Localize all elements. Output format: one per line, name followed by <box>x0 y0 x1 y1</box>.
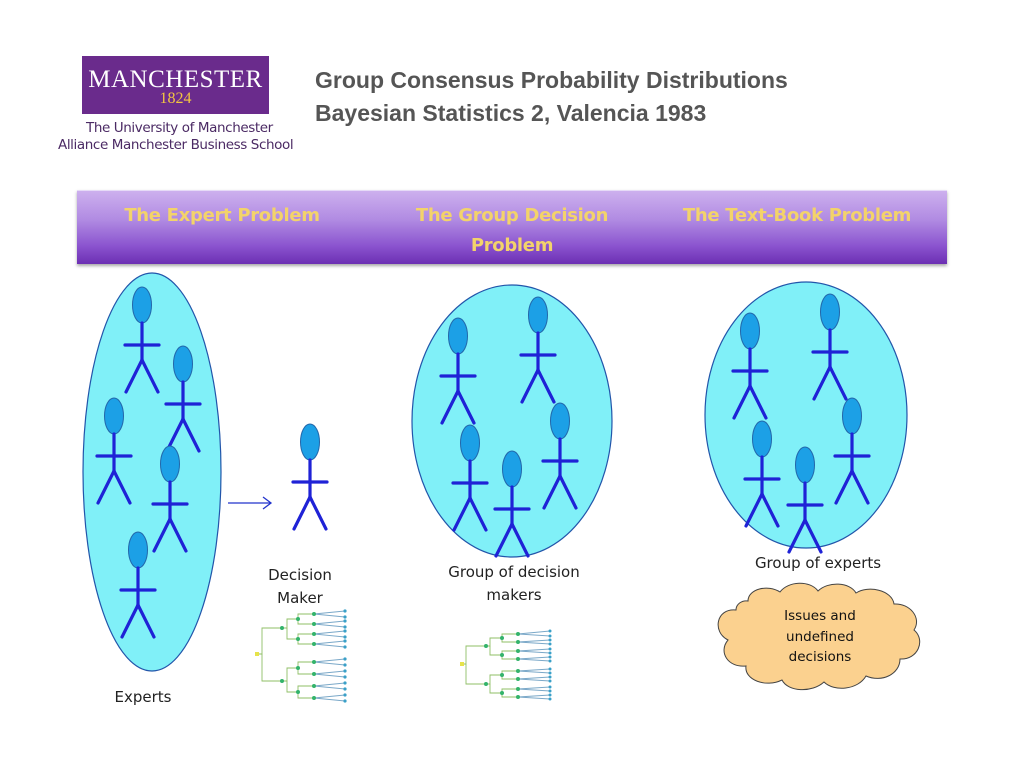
experts-caption: Experts <box>114 688 172 706</box>
slide-title: Group Consensus Probability Distribution… <box>315 64 788 130</box>
experts-ellipse <box>82 272 222 672</box>
decision-maker-caption-line-1: Decision <box>268 566 332 584</box>
cloud-text: Issues and undefined decisions <box>760 606 880 668</box>
banner-group-decision-label-1: The Group Decision <box>415 205 609 226</box>
decision-tree-icon <box>460 629 552 701</box>
banner-textbook-label: The Text-Book Problem <box>682 205 912 226</box>
logo-year: 1824 <box>159 90 192 107</box>
title-line-1: Group Consensus Probability Distribution… <box>315 67 788 93</box>
cloud-text-line-1: Issues and <box>784 608 856 624</box>
group-of-experts-caption: Group of experts <box>754 554 882 572</box>
group-of-decision-makers-caption-line-1: Group of decision <box>448 563 580 581</box>
arrow-icon <box>228 496 273 510</box>
cloud-icon <box>717 582 921 691</box>
group-of-decision-makers-caption: Group of decision makers <box>424 561 604 607</box>
stick-figure-icon <box>291 422 329 531</box>
university-logo: MANCHESTER 1824 <box>82 56 269 114</box>
decision-maker-caption-line-2: Maker <box>277 589 323 607</box>
logo-wordmark: MANCHESTER <box>88 66 263 93</box>
problem-banner: The Expert Problem The Group Decision Pr… <box>77 190 947 264</box>
logo-school-name: Alliance Manchester Business School <box>58 137 294 153</box>
banner-expert-label: The Expert Problem <box>124 205 320 226</box>
decision-maker-caption: Decision Maker <box>250 564 350 610</box>
group-of-decision-makers-caption-line-2: makers <box>486 586 542 604</box>
banner-expert-problem: The Expert Problem <box>97 201 347 231</box>
banner-group-decision-label-2: Problem <box>470 235 554 256</box>
banner-textbook-problem: The Text-Book Problem <box>667 201 927 231</box>
cloud-text-line-3: decisions <box>788 649 852 665</box>
cloud-text-line-2: undefined <box>786 628 854 645</box>
title-line-2: Bayesian Statistics 2, Valencia 1983 <box>315 100 707 126</box>
banner-group-decision-problem: The Group Decision Problem <box>387 201 637 261</box>
decision-tree-icon <box>255 609 347 703</box>
logo-university-name: The University of Manchester <box>86 120 273 136</box>
